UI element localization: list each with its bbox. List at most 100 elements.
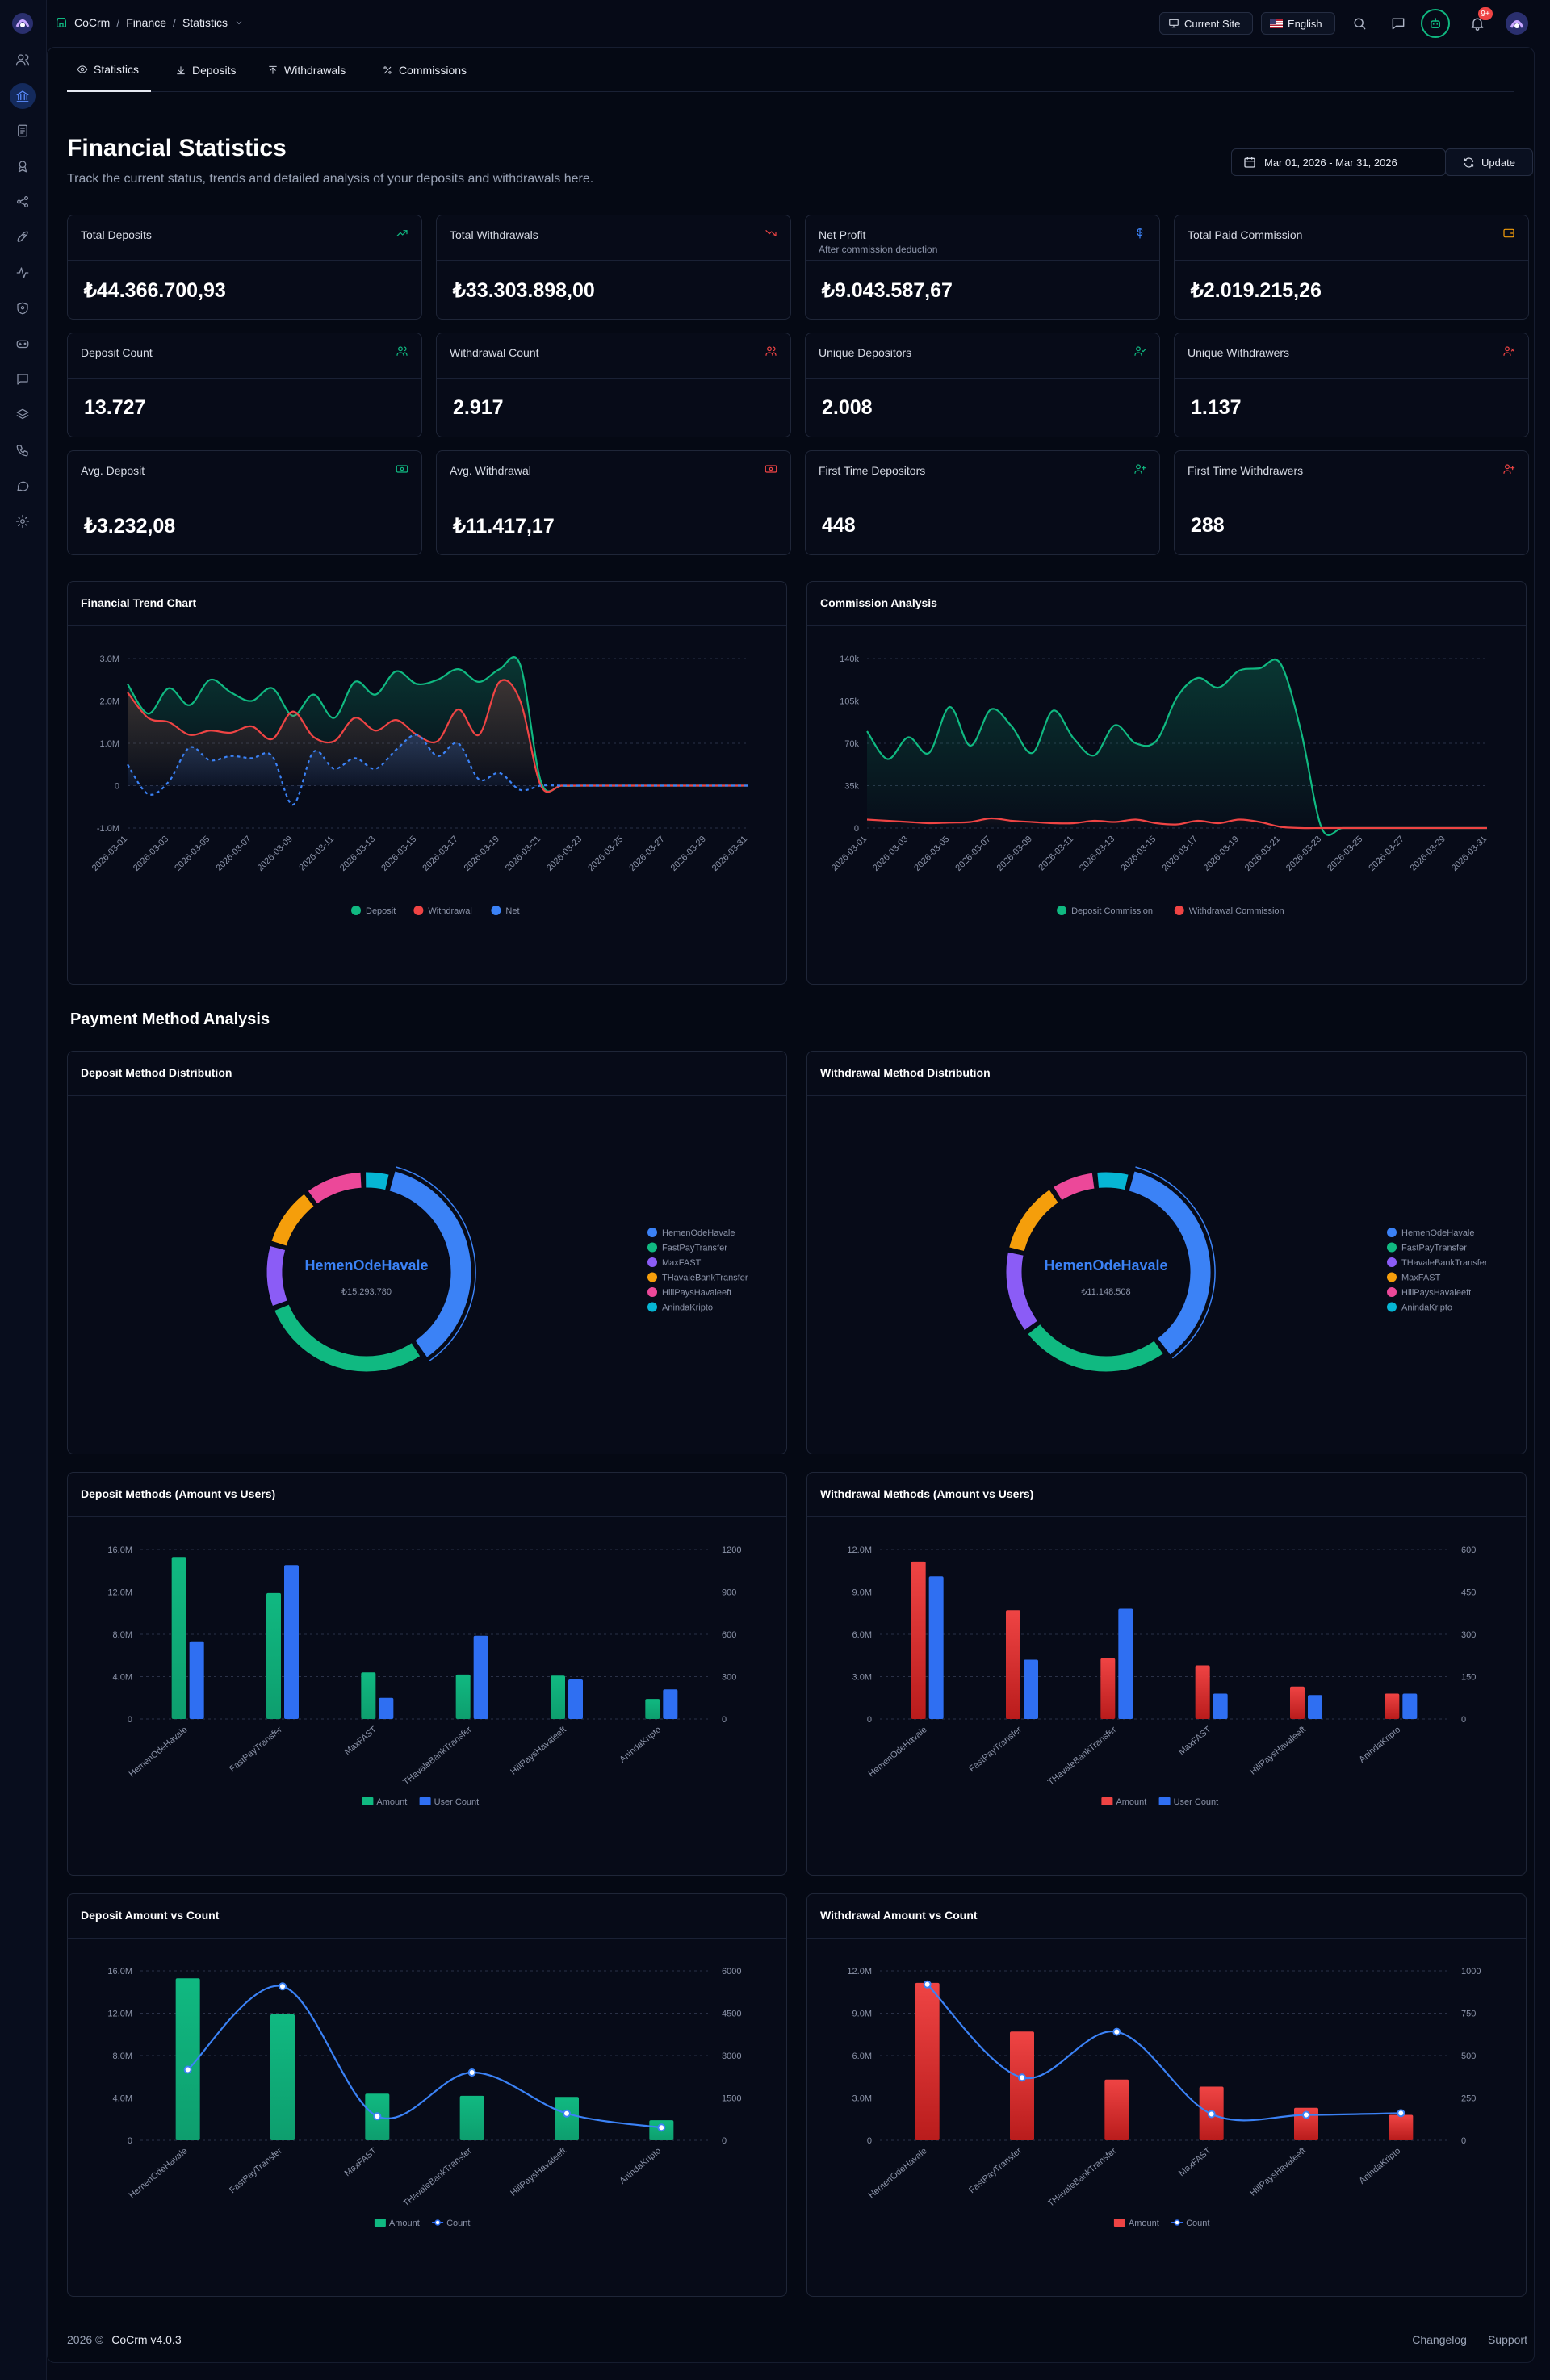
breadcrumb-home[interactable]: CoCrm	[74, 16, 111, 29]
activity-icon[interactable]	[14, 264, 31, 282]
date-range-picker[interactable]: Mar 01, 2026 - Mar 31, 2026	[1231, 148, 1446, 176]
finance-icon[interactable]	[10, 83, 36, 109]
y2-tick-label: 6000	[722, 1967, 741, 1976]
legend-marker	[1387, 1242, 1397, 1253]
x-tick-label: HillPaysHavaleeft	[509, 2146, 568, 2198]
x-tick-label: 2026-03-11	[1037, 834, 1075, 873]
withdrawal-count-panel: Withdrawal Amount vs Count 12.0M 1000 9.0M…	[806, 1893, 1527, 2297]
stat-card-title: First Time Withdrawers	[1188, 464, 1304, 477]
share-icon[interactable]	[14, 193, 31, 211]
y-tick-label: 3.0M	[100, 655, 119, 664]
layers-icon[interactable]	[14, 406, 31, 424]
x-tick-label: MaxFAST	[1177, 2146, 1213, 2178]
count-point	[657, 2123, 666, 2132]
stat-card-value: 2.917	[453, 396, 504, 419]
tab-statistics[interactable]: Statistics	[67, 48, 151, 92]
tab-label: Statistics	[94, 62, 140, 76]
x-tick-label: 2026-03-19	[1202, 834, 1241, 873]
bell-icon[interactable]	[1468, 14, 1487, 33]
donut-slice	[388, 1170, 472, 1358]
stat-card: Avg. Withdrawal ₺11.417,17	[436, 450, 791, 555]
y-tick-label: 6.0M	[852, 2052, 872, 2061]
x-tick-label: 2026-03-03	[132, 834, 170, 873]
x-tick-label: 2026-03-25	[586, 834, 625, 873]
download-icon	[177, 65, 185, 74]
gamepad-icon[interactable]	[14, 335, 31, 353]
tab-bar: Statistics Deposits Withdrawals Commissi…	[67, 48, 1514, 92]
y-tick-label: 0	[128, 1715, 132, 1725]
donut-slice	[365, 1171, 390, 1191]
version-link[interactable]: CoCrm v4.0.3	[111, 2333, 182, 2346]
y2-tick-label: 900	[722, 1588, 736, 1598]
calendar-icon	[1244, 157, 1255, 168]
settings-icon[interactable]	[14, 512, 31, 530]
bot-button[interactable]	[1421, 9, 1450, 38]
x-tick-label: 2026-03-19	[463, 834, 501, 873]
search-icon[interactable]	[1350, 14, 1369, 33]
language-selector[interactable]: English	[1261, 12, 1335, 35]
donut-slice	[307, 1171, 362, 1205]
shield-icon[interactable]	[14, 299, 31, 317]
y-tick-label: 0	[867, 2136, 872, 2146]
current-site-button[interactable]: Current Site	[1159, 12, 1253, 35]
x-tick-label: 2026-03-05	[912, 834, 951, 873]
breadcrumb-section[interactable]: Finance	[126, 16, 167, 29]
bar-amount	[1195, 1665, 1210, 1719]
legend-marker	[647, 1287, 657, 1297]
x-tick-label: HillPaysHavaleeft	[1248, 2146, 1308, 2198]
y2-tick-label: 300	[1461, 1630, 1476, 1640]
bar-user-count	[1308, 1695, 1322, 1719]
tab-label: Withdrawals	[284, 63, 346, 77]
y2-tick-label: 150	[1461, 1673, 1476, 1683]
stat-card: Unique Withdrawers 1.137	[1174, 333, 1529, 437]
us-flag-icon	[1270, 19, 1283, 28]
chart-title: Withdrawal Method Distribution	[820, 1066, 991, 1079]
chat-icon[interactable]	[1389, 14, 1408, 33]
tab-withdrawals[interactable]: Withdrawals	[258, 48, 355, 92]
legend-label: Count	[1186, 2219, 1209, 2228]
phone-icon[interactable]	[14, 441, 31, 459]
bot-icon	[1431, 18, 1440, 28]
y-tick-label: 3.0M	[852, 1673, 872, 1683]
award-icon[interactable]	[14, 157, 31, 175]
avatar[interactable]	[1505, 11, 1529, 36]
legend-label: AnindaKripto	[662, 1303, 713, 1313]
legend-marker	[434, 2219, 441, 2226]
app-logo-icon[interactable]	[10, 11, 35, 36]
users-icon	[765, 345, 779, 359]
donut-center-value: ₺11.148.508	[1081, 1287, 1130, 1297]
stat-card-value: ₺44.366.700,93	[84, 279, 226, 302]
x-tick-label: 2026-03-23	[545, 834, 584, 873]
x-tick-label: FastPayTransfer	[228, 1725, 284, 1774]
breadcrumb-page[interactable]: Statistics	[182, 16, 228, 29]
user-plus-icon	[1502, 462, 1517, 477]
y-tick-label: 12.0M	[847, 1967, 872, 1976]
x-tick-label: 2026-03-31	[710, 834, 749, 873]
update-label: Update	[1481, 156, 1515, 169]
chat-bubble-icon[interactable]	[14, 477, 31, 495]
update-button[interactable]: Update	[1445, 148, 1533, 176]
chevron-down-icon[interactable]	[234, 18, 244, 27]
y2-tick-label: 4500	[722, 2010, 741, 2019]
tab-label: Commissions	[399, 63, 467, 77]
bar-user-count	[473, 1635, 488, 1719]
support-link[interactable]: Support	[1487, 2333, 1527, 2346]
rocket-icon[interactable]	[14, 228, 31, 246]
x-tick-label: AnindaKripto	[1357, 2146, 1402, 2186]
tab-deposits[interactable]: Deposits	[165, 48, 245, 92]
message-square-icon[interactable]	[14, 370, 31, 388]
bar-amount	[555, 2097, 579, 2140]
x-tick-label: 2026-03-27	[1367, 834, 1405, 873]
document-icon[interactable]	[14, 122, 31, 140]
withdrawal-users-panel: Withdrawal Methods (Amount vs Users) 12.…	[806, 1472, 1527, 1876]
tab-commissions[interactable]: Commissions	[372, 48, 476, 92]
legend-marker	[1057, 906, 1067, 915]
donut-slice	[1052, 1172, 1095, 1202]
series-area	[867, 659, 1487, 835]
count-point	[563, 2109, 571, 2118]
donut-highlight-ring	[396, 1166, 476, 1361]
changelog-link[interactable]: Changelog	[1412, 2333, 1467, 2346]
users-icon[interactable]	[14, 51, 31, 69]
bar-amount	[911, 1561, 926, 1719]
